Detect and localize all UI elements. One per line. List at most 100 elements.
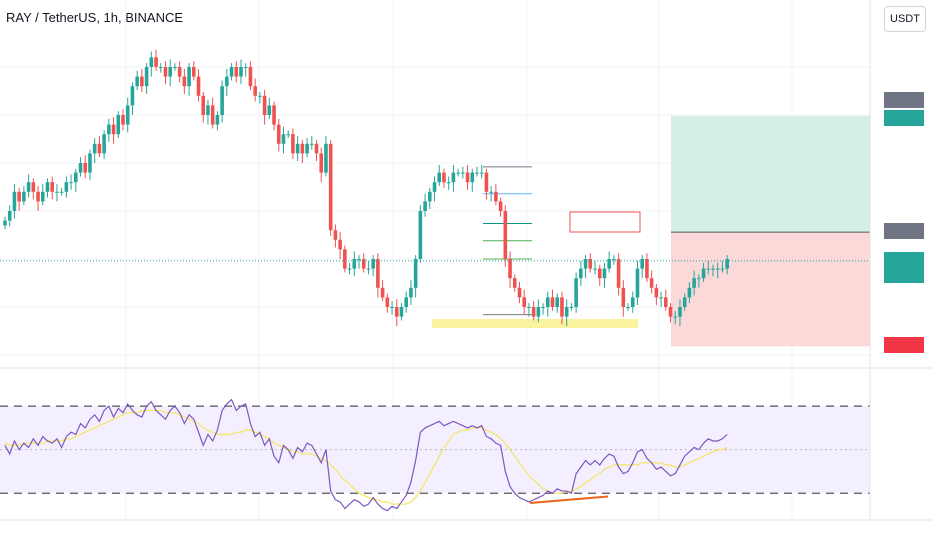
candle-body (177, 67, 182, 77)
candle-body (300, 143, 305, 154)
candle-body (376, 259, 380, 288)
candle-body (484, 172, 489, 192)
candle-body (17, 191, 21, 202)
candle-body (149, 57, 154, 67)
candle-body (527, 307, 531, 308)
candle-body (574, 278, 578, 307)
candle-body (607, 259, 611, 269)
candle-body (272, 105, 276, 125)
candle-body (26, 182, 31, 192)
candle-body (494, 191, 498, 202)
candle-body (720, 268, 725, 270)
candle-body (234, 67, 239, 77)
price-label-tag (884, 110, 924, 126)
candle-body (673, 316, 678, 318)
candle-body (512, 278, 517, 288)
candle-body (715, 268, 720, 270)
candle-body (50, 182, 54, 192)
rsi-panel (0, 398, 870, 512)
stop-zone (671, 232, 870, 347)
candle-body (173, 67, 177, 68)
candle-body (418, 211, 423, 259)
candle-body (635, 268, 640, 298)
candle-body (612, 259, 616, 260)
candle-body (465, 172, 470, 183)
candle-body (210, 105, 215, 125)
candle-body (475, 172, 479, 174)
candle-body (560, 297, 564, 317)
candle-body (602, 268, 607, 279)
candle-body (83, 163, 88, 173)
candle-body (248, 67, 253, 87)
candle-body (366, 268, 371, 270)
axes (0, 0, 932, 521)
candle-body (88, 153, 92, 173)
candle-body (328, 143, 333, 231)
candle-body (423, 201, 427, 211)
candle-body (305, 143, 309, 154)
candle-body (310, 143, 314, 145)
target-zone (671, 115, 870, 233)
candle-body (626, 307, 630, 308)
price-label-tag (884, 223, 924, 239)
candle-body (206, 105, 210, 115)
candle-body (361, 259, 366, 269)
candle-body (404, 297, 408, 307)
candle-body (291, 134, 295, 154)
candle-body (12, 191, 17, 211)
candle-body (432, 182, 437, 192)
candle-body (640, 259, 644, 269)
candle-body (225, 76, 229, 87)
candle-body (446, 182, 451, 184)
price-label-tag (884, 92, 924, 108)
candle-body (711, 268, 715, 270)
candle-body (385, 297, 390, 307)
candle-body (45, 182, 50, 192)
candle-body (579, 268, 583, 279)
candle-body (158, 67, 163, 68)
chart-title: RAY / TetherUS, 1h, BINANCE (6, 10, 184, 25)
candle-body (479, 172, 484, 174)
price-label-tag (884, 337, 924, 353)
candle-body (239, 67, 243, 77)
candle-body (243, 67, 248, 68)
candle-body (413, 259, 418, 288)
candle-body (546, 297, 550, 307)
candle-body (107, 124, 111, 135)
candle-body (352, 259, 357, 269)
rsi-ma-line (4, 409, 728, 505)
candle-body (371, 259, 375, 269)
candle-body (343, 249, 347, 269)
currency-selector-button[interactable]: USDT (884, 6, 926, 32)
divergence-line (529, 495, 609, 505)
candle-body (196, 76, 201, 96)
candle-body (659, 297, 663, 299)
candle-body (725, 259, 729, 269)
candle-body (267, 105, 272, 115)
candle-body (550, 297, 555, 307)
candle-body (678, 307, 682, 317)
candle-body (22, 191, 26, 202)
candle-body (140, 76, 144, 87)
candle-body (645, 259, 649, 279)
candle-body (555, 297, 560, 307)
candle-body (59, 191, 64, 193)
candle-body (522, 297, 526, 307)
candle-body (461, 172, 465, 174)
candle-body (531, 307, 536, 317)
candle-body (111, 124, 116, 135)
candle-body (701, 268, 706, 279)
candle-body (569, 307, 574, 308)
candle-body (630, 297, 635, 307)
candle-body (682, 297, 687, 307)
candle-body (69, 182, 73, 184)
countdown-tag (884, 268, 924, 283)
candle-body (262, 95, 267, 115)
candlestick-series (3, 49, 729, 327)
candle-body (333, 230, 338, 240)
candle-body (97, 143, 102, 154)
candle-body (163, 67, 168, 77)
candle-body (541, 307, 545, 308)
candle-body (588, 259, 593, 269)
